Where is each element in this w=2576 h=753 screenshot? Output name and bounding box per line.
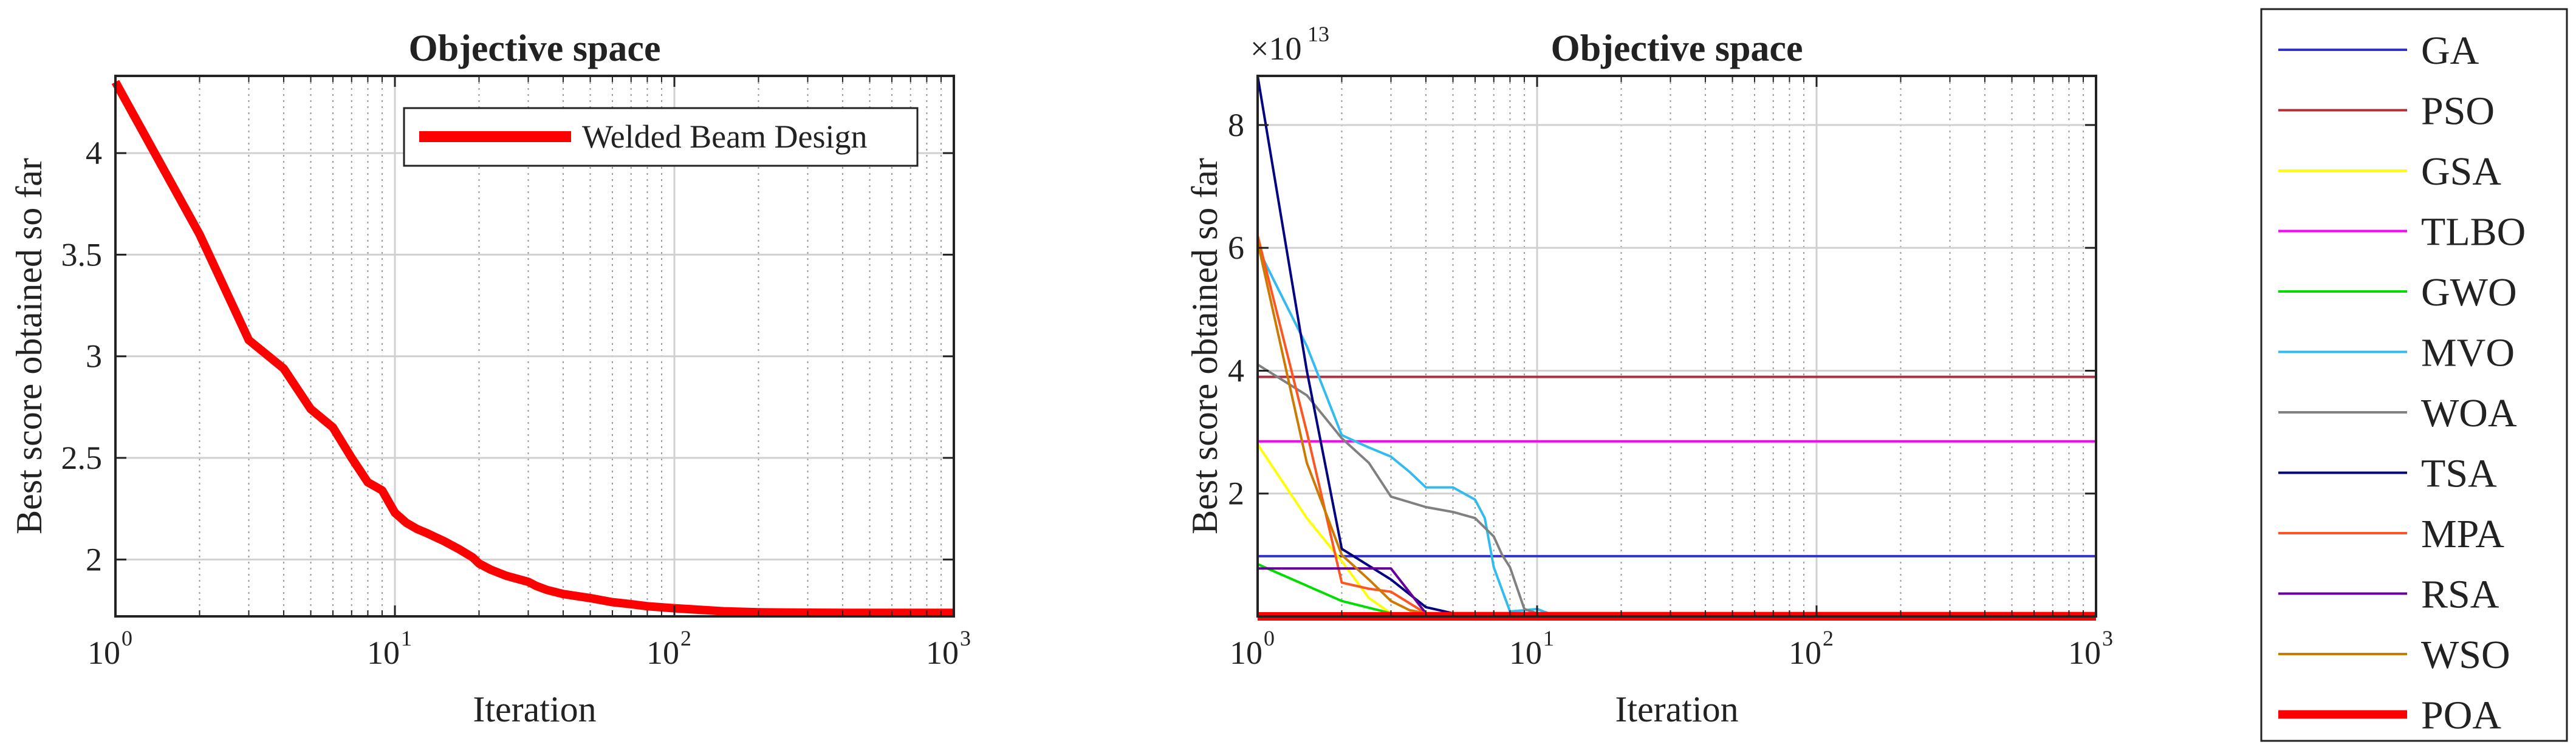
legend-item-gsa: GSA — [2278, 149, 2501, 194]
x-tick-exp: 1 — [401, 626, 412, 650]
chart-1: Objective space 10 0 10 1 10 2 10 322.533.54 It… — [9, 28, 971, 729]
chart-2-legend: GA PSO GSA TLBO GWO MVO WOA TSA MPA RSA WSO POA — [2260, 8, 2568, 742]
x-tick-base: 10 — [1789, 635, 1821, 671]
chart-1-series-welded-beam-design — [111, 80, 954, 618]
x-tick-base: 10 — [926, 635, 959, 671]
x-tick-exp: 2 — [1823, 626, 1834, 650]
chart-2-ylabel: Best score obtained so far — [1185, 158, 1225, 534]
y-tick-label: 3 — [86, 338, 102, 375]
legend-item-pso: PSO — [2278, 89, 2495, 134]
x-tick-label: 10 1 — [1509, 626, 1554, 671]
chart-2-series-gsa — [1256, 443, 2096, 615]
x-tick-base: 10 — [1230, 635, 1262, 671]
legend-label: MVO — [2421, 331, 2515, 375]
y-tick-label: 8 — [1228, 107, 1244, 143]
legend-item-rsa: RSA — [2278, 573, 2499, 617]
y-tick-label: 6 — [1228, 230, 1244, 266]
chart-1-ticks: 10 0 10 1 10 2 10 322.533.54 — [61, 76, 971, 671]
chart-2-lines — [1256, 75, 2096, 621]
legend-label: WOA — [2421, 391, 2517, 435]
legend-label: RSA — [2421, 573, 2499, 617]
legend-item-mpa: MPA — [2278, 512, 2504, 556]
chart-1-legend: Welded Beam Design — [403, 107, 919, 167]
chart-1-legend-label: Welded Beam Design — [582, 118, 868, 155]
legend-item-woa: WOA — [2278, 391, 2517, 435]
chart-2-title: Objective space — [1551, 28, 1803, 69]
x-tick-exp: 3 — [2102, 626, 2113, 650]
y-tick-label: 3.5 — [61, 236, 103, 273]
x-tick-exp: 3 — [960, 626, 971, 650]
chart-1-title: Objective space — [409, 28, 661, 69]
chart-2-axes-box — [1256, 75, 2097, 618]
legend-label: GA — [2421, 29, 2479, 73]
chart-2-grid — [1256, 76, 2097, 616]
x-tick-label: 10 0 — [87, 626, 132, 671]
chart-2-legend-box — [2260, 8, 2568, 742]
legend-label: GSA — [2421, 149, 2501, 194]
legend-label: MPA — [2421, 512, 2504, 556]
chart-2-series-mvo — [1256, 247, 2096, 615]
x-tick-base: 10 — [646, 635, 679, 671]
chart-1-xlabel: Iteration — [473, 689, 596, 729]
y-tick-label: 2.5 — [61, 440, 103, 476]
chart-2-series-woa — [1256, 363, 2096, 615]
x-tick-label: 10 0 — [1230, 626, 1275, 671]
chart-1-lines — [111, 80, 954, 618]
legend-label: GWO — [2421, 270, 2517, 315]
legend-item-ga: GA — [2278, 29, 2479, 73]
chart-1-ylabel: Best score obtained so far — [9, 158, 49, 534]
x-tick-exp: 0 — [122, 626, 132, 650]
x-tick-label: 10 2 — [1789, 626, 1834, 671]
y-tick-label: 4 — [86, 135, 102, 171]
x-tick-base: 10 — [1509, 635, 1542, 671]
x-tick-base: 10 — [367, 635, 400, 671]
chart-1-axes-box — [114, 75, 955, 618]
x-tick-label: 10 3 — [2068, 626, 2113, 671]
chart-2-multiplier: ×10 13 — [1250, 22, 1329, 67]
y-tick-label: 2 — [1228, 475, 1244, 512]
chart-2-multiplier-base: ×10 — [1250, 30, 1301, 67]
legend-label: TSA — [2421, 452, 2497, 496]
x-tick-base: 10 — [2068, 635, 2101, 671]
x-tick-base: 10 — [87, 635, 120, 671]
chart-2-series-gwo — [1257, 563, 2096, 615]
chart-2-series-tsa — [1256, 75, 2096, 615]
legend-item-gwo: GWO — [2278, 270, 2517, 315]
x-tick-exp: 0 — [1264, 626, 1275, 650]
x-tick-label: 10 1 — [367, 626, 412, 671]
chart-2-xlabel: Iteration — [1615, 689, 1738, 729]
x-tick-label: 10 3 — [926, 626, 971, 671]
y-tick-label: 4 — [1228, 352, 1244, 389]
x-tick-exp: 1 — [1543, 626, 1554, 650]
legend-item-mvo: MVO — [2278, 331, 2515, 375]
y-tick-label: 2 — [86, 541, 102, 578]
chart-2-multiplier-exp: 13 — [1307, 22, 1329, 46]
chart-2: Objective space ×10 13 10 0 10 1 10 2 10 32468 … — [1185, 22, 2113, 729]
legend-label: TLBO — [2421, 210, 2526, 254]
x-tick-exp: 2 — [680, 626, 691, 650]
legend-label: WSO — [2421, 633, 2510, 677]
legend-label: PSO — [2421, 89, 2495, 134]
legend-item-tsa: TSA — [2278, 452, 2497, 496]
legend-item-poa: POA — [2278, 693, 2501, 738]
legend-label: POA — [2421, 693, 2501, 738]
x-tick-label: 10 2 — [646, 626, 691, 671]
chart-2-series-wso — [1256, 241, 2096, 615]
legend-item-tlbo: TLBO — [2278, 210, 2526, 254]
legend-item-wso: WSO — [2278, 633, 2510, 677]
